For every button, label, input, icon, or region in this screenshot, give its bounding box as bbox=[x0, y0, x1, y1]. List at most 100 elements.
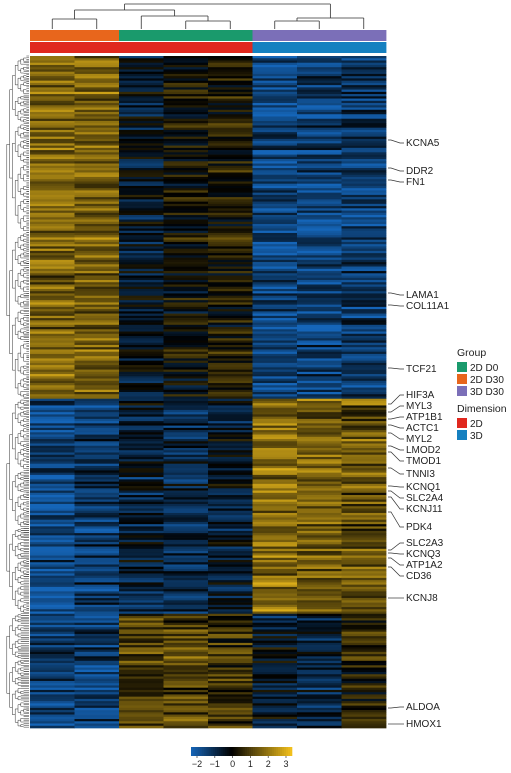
heatmap-cell bbox=[252, 696, 298, 700]
heatmap-cell bbox=[119, 176, 164, 180]
heatmap-cell bbox=[74, 136, 120, 140]
heatmap-cell bbox=[341, 678, 387, 682]
heatmap-cell bbox=[208, 174, 253, 178]
heatmap-cell bbox=[297, 235, 342, 238]
heatmap-cell bbox=[341, 672, 387, 675]
heatmap-cell bbox=[297, 683, 342, 686]
heatmap-cell bbox=[341, 631, 387, 635]
heatmap-cell bbox=[297, 414, 342, 417]
heatmap-cell bbox=[252, 378, 298, 382]
heatmap-cell bbox=[341, 553, 387, 556]
heatmap-cell bbox=[252, 152, 298, 155]
heatmap-cell bbox=[252, 474, 298, 478]
heatmap-cell bbox=[74, 237, 120, 241]
heatmap-cell bbox=[341, 277, 387, 281]
dimension-annotation-cell bbox=[252, 42, 298, 53]
heatmap-cell bbox=[119, 436, 164, 440]
color-scale-step bbox=[211, 747, 214, 756]
heatmap-cell bbox=[30, 436, 75, 440]
heatmap-cell bbox=[252, 452, 298, 456]
heatmap-cell bbox=[252, 210, 298, 214]
heatmap-cell bbox=[163, 112, 209, 115]
heatmap-cell bbox=[341, 716, 387, 720]
heatmap-cell bbox=[297, 125, 342, 129]
heatmap-cell bbox=[208, 629, 253, 633]
heatmap-cell bbox=[341, 452, 387, 456]
heatmap-cell bbox=[297, 168, 342, 171]
heatmap-cell bbox=[30, 430, 75, 433]
heatmap-cell bbox=[74, 165, 120, 169]
heatmap-cell bbox=[341, 112, 387, 115]
heatmap-cell bbox=[119, 405, 164, 409]
heatmap-cell bbox=[297, 152, 342, 155]
heatmap-cell bbox=[297, 472, 342, 476]
heatmap-cell bbox=[252, 217, 298, 220]
heatmap-cell bbox=[297, 107, 342, 111]
heatmap-cell bbox=[163, 669, 209, 673]
heatmap-cell bbox=[74, 398, 120, 402]
group-annotation-cell bbox=[74, 30, 120, 41]
heatmap-cell bbox=[30, 118, 75, 122]
heatmap-cell bbox=[208, 197, 253, 200]
heatmap-cell bbox=[208, 76, 253, 79]
heatmap-cell bbox=[252, 660, 298, 664]
heatmap-cell bbox=[341, 416, 387, 420]
heatmap-cell bbox=[74, 185, 120, 189]
heatmap-cell bbox=[119, 89, 164, 93]
heatmap-cell bbox=[119, 127, 164, 131]
heatmap-cell bbox=[208, 544, 253, 547]
heatmap-cell bbox=[74, 539, 120, 543]
heatmap-cell bbox=[252, 425, 298, 429]
heatmap-cell bbox=[30, 701, 75, 704]
heatmap-cell bbox=[341, 492, 387, 496]
heatmap-cell bbox=[30, 82, 75, 86]
heatmap-cell bbox=[341, 259, 387, 263]
heatmap-cell bbox=[208, 208, 253, 211]
heatmap-cell bbox=[30, 226, 75, 229]
heatmap-cell bbox=[163, 510, 209, 514]
heatmap-cell bbox=[341, 136, 387, 140]
heatmap-cell bbox=[163, 309, 209, 312]
heatmap-cell bbox=[30, 85, 75, 88]
heatmap-cell bbox=[119, 344, 164, 348]
heatmap-cell bbox=[208, 125, 253, 129]
heatmap-cell bbox=[119, 62, 164, 66]
heatmap-cell bbox=[30, 598, 75, 601]
heatmap-cell bbox=[119, 156, 164, 160]
heatmap-cell bbox=[252, 486, 298, 489]
heatmap-cell bbox=[297, 577, 342, 581]
heatmap-cell bbox=[297, 604, 342, 608]
heatmap-cell bbox=[208, 244, 253, 247]
heatmap-cell bbox=[341, 176, 387, 180]
color-scale-step bbox=[265, 747, 269, 756]
heatmap-cell bbox=[252, 185, 298, 189]
heatmap-cell bbox=[74, 179, 120, 182]
heatmap-cell bbox=[30, 170, 75, 173]
heatmap-cell bbox=[341, 508, 387, 512]
heatmap-cell bbox=[208, 374, 253, 377]
heatmap-cell bbox=[297, 280, 342, 283]
heatmap-cell bbox=[30, 649, 75, 653]
heatmap-cell bbox=[74, 89, 120, 93]
heatmap-cell bbox=[119, 633, 164, 637]
heatmap-cell bbox=[119, 174, 164, 178]
heatmap-cell bbox=[74, 219, 120, 223]
heatmap-cell bbox=[74, 499, 120, 503]
heatmap-cell bbox=[30, 573, 75, 577]
heatmap-cell bbox=[341, 546, 387, 550]
heatmap-cell bbox=[119, 412, 164, 415]
heatmap-cell bbox=[297, 369, 342, 373]
heatmap-cell bbox=[119, 183, 164, 187]
color-scale-step bbox=[279, 747, 283, 756]
heatmap-cell bbox=[30, 640, 75, 644]
heatmap-cell bbox=[163, 215, 209, 218]
heatmap-cell bbox=[30, 199, 75, 202]
heatmap-cell bbox=[208, 100, 253, 104]
heatmap-cell bbox=[119, 262, 164, 265]
heatmap-cell bbox=[341, 542, 387, 545]
heatmap-cell bbox=[341, 683, 387, 686]
heatmap-cell bbox=[208, 271, 253, 274]
heatmap-cell bbox=[297, 176, 342, 180]
heatmap-cell bbox=[341, 318, 387, 321]
heatmap-cell bbox=[30, 103, 75, 106]
